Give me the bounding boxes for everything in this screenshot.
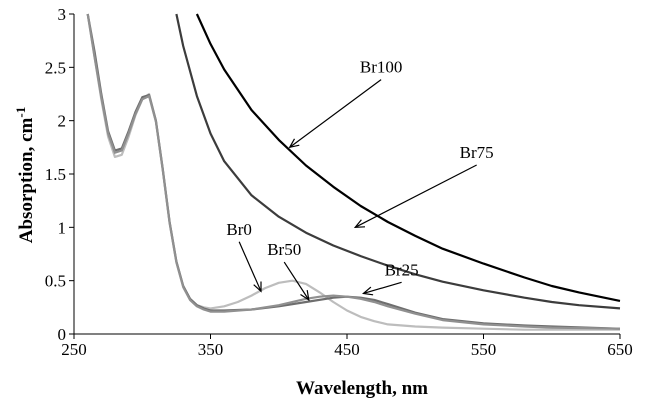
annotation-label-br0: Br0 [226,220,252,239]
annotation-arrow-br0 [238,241,262,292]
y-axis-title-exponent: -1 [13,107,28,118]
annotation-arrowhead-br50 [300,290,310,302]
series-line-br100 [195,13,621,302]
series-line-br75 [175,13,621,310]
annotation-arrow-br50 [283,261,310,301]
y-tick-label: 1 [58,218,67,237]
series-lines [86,13,621,331]
annotation-arrow-br100 [289,79,382,148]
x-tick-label: 650 [607,340,633,359]
y-tick-label: 1.5 [45,165,66,184]
annotation-arrowhead-br100 [288,138,300,149]
y-axis-title-main: Absorption, cm [16,117,37,243]
annotation-arrow-br25 [363,281,402,295]
annotation-arrowhead-br0 [253,281,262,293]
annotation-arrowhead-br25 [361,286,374,296]
annotation-label-br75: Br75 [460,143,494,162]
x-tick-label: 250 [61,340,87,359]
y-tick-label: 2.5 [45,58,66,77]
x-axis-title: Wavelength, nm [296,378,428,399]
y-tick-label: 2 [58,112,67,131]
x-tick-label: 550 [471,340,497,359]
annotation-label-br100: Br100 [360,58,403,77]
annotations: Br100 Br75 Br0 Br50 Br25 [226,58,494,302]
annotation-arrowhead-br75 [353,219,366,228]
x-tick-label: 350 [198,340,224,359]
annotation-label-br25: Br25 [385,260,419,279]
y-tick-label: 3 [58,5,67,24]
x-tick-label: 450 [334,340,360,359]
y-tick-label: 0.5 [45,272,66,291]
series-line-br50 [86,13,621,330]
annotation-label-br50: Br50 [267,240,301,259]
annotation-arrow-br75 [354,164,477,228]
y-tick-label: 0 [58,325,67,344]
axes: 250 350 450 550 650 0 0.5 1 1.5 2 2.5 3 [45,5,633,359]
y-axis-title: Absorption, cm-1 [13,107,37,243]
